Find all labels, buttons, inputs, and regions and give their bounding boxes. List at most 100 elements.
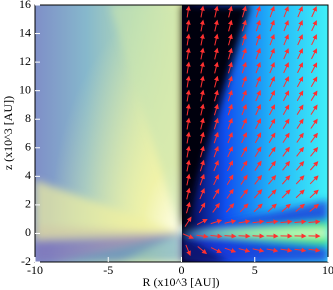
y-tick-label: 2 xyxy=(25,197,31,211)
velocity-arrow xyxy=(266,247,279,253)
velocity-arrow xyxy=(210,233,223,239)
velocity-arrow xyxy=(280,219,293,225)
velocity-arrow xyxy=(239,203,249,213)
velocity-arrow xyxy=(266,219,279,225)
velocity-arrow xyxy=(267,203,277,213)
velocity-arrow xyxy=(281,189,291,199)
y-tick-label: 14 xyxy=(19,25,31,39)
velocity-arrow xyxy=(240,146,248,158)
velocity-arrow xyxy=(185,61,191,74)
y-tick-label: 16 xyxy=(19,0,31,11)
velocity-arrow xyxy=(309,203,320,212)
velocity-arrow xyxy=(210,219,223,225)
velocity-arrow xyxy=(213,33,219,46)
velocity-arrow xyxy=(310,76,318,88)
velocity-arrow xyxy=(255,104,261,116)
velocity-arrow xyxy=(227,103,233,116)
velocity-arrow xyxy=(295,189,305,199)
velocity-arrow xyxy=(185,47,191,60)
velocity-arrow xyxy=(213,103,219,116)
velocity-arrow xyxy=(255,90,261,102)
velocity-arrow xyxy=(255,19,261,32)
velocity-arrow xyxy=(227,75,233,88)
velocity-arrow xyxy=(268,132,276,143)
velocity-arrow xyxy=(269,104,275,116)
velocity-arrow xyxy=(269,47,275,60)
velocity-arrow xyxy=(294,247,307,253)
velocity-arrow xyxy=(213,19,219,32)
velocity-arrow xyxy=(240,160,248,171)
velocity-arrow xyxy=(296,161,305,171)
velocity-arrow xyxy=(213,89,219,102)
y-tick-label: 10 xyxy=(19,82,31,96)
velocity-arrow xyxy=(213,47,219,60)
velocity-arrow xyxy=(213,131,219,144)
velocity-arrow xyxy=(255,33,261,46)
velocity-arrow xyxy=(241,33,247,46)
x-axis-label: R (x10^3 [AU]) xyxy=(143,275,220,289)
velocity-arrow xyxy=(283,48,289,60)
velocity-arrow xyxy=(241,89,247,102)
velocity-arrow xyxy=(283,19,289,32)
velocity-arrow xyxy=(199,75,205,88)
velocity-arrow xyxy=(255,5,261,18)
velocity-arrow xyxy=(185,173,191,186)
velocity-arrow xyxy=(297,48,303,60)
velocity-arrow xyxy=(241,103,247,116)
velocity-arrow xyxy=(185,244,191,257)
velocity-arrow xyxy=(227,19,233,32)
velocity-arrow xyxy=(254,132,262,144)
velocity-arrow xyxy=(213,117,219,130)
velocity-arrow xyxy=(254,160,262,171)
velocity-arrow xyxy=(226,188,234,199)
velocity-arrow xyxy=(199,47,205,60)
y-tick-label: 0 xyxy=(25,225,31,239)
velocity-arrow xyxy=(255,75,261,88)
velocity-arrow xyxy=(199,117,205,130)
velocity-arrow xyxy=(269,33,275,46)
velocity-arrow xyxy=(185,131,191,144)
x-tick-label: -10 xyxy=(27,263,43,277)
velocity-arrow xyxy=(224,247,237,253)
velocity-arrow xyxy=(310,104,318,115)
velocity-arrow xyxy=(311,34,317,46)
velocity-arrow xyxy=(268,118,276,130)
y-axis-label: z (x10^3 [AU]) xyxy=(1,96,15,170)
velocity-arrow xyxy=(185,117,191,130)
velocity-arrow xyxy=(199,131,205,144)
velocity-arrow xyxy=(185,75,191,88)
velocity-arrow xyxy=(198,202,206,214)
x-tick-label: 5 xyxy=(252,263,258,277)
velocity-arrow xyxy=(241,118,247,130)
velocity-arrow xyxy=(212,202,220,213)
velocity-arrow xyxy=(199,103,205,116)
velocity-arrow xyxy=(294,219,307,225)
velocity-arrow xyxy=(310,132,318,143)
velocity-arrow xyxy=(268,146,276,157)
velocity-arrow xyxy=(185,103,191,116)
velocity-arrow xyxy=(185,159,191,172)
velocity-arrow xyxy=(241,132,247,144)
x-tick-label: 10 xyxy=(322,263,333,277)
velocity-arrow xyxy=(282,118,290,129)
velocity-arrow xyxy=(199,33,205,46)
velocity-arrow xyxy=(238,219,251,225)
y-tick-label: 12 xyxy=(19,54,31,68)
velocity-arrow xyxy=(199,19,205,32)
velocity-arrow xyxy=(283,5,289,18)
velocity-arrow xyxy=(227,61,233,74)
velocity-arrow xyxy=(227,117,233,130)
velocity-arrow xyxy=(185,89,191,102)
velocity-arrow xyxy=(310,62,318,74)
velocity-arrow xyxy=(213,5,219,18)
velocity-arrow xyxy=(182,233,194,239)
velocity-arrow xyxy=(255,47,261,60)
velocity-arrow xyxy=(295,203,305,212)
velocity-arrow xyxy=(309,189,319,199)
velocity-arrow xyxy=(268,160,276,171)
velocity-arrow xyxy=(225,203,235,213)
velocity-arrow xyxy=(282,104,290,116)
velocity-arrow xyxy=(311,6,317,18)
velocity-arrow xyxy=(283,34,289,46)
velocity-arrow xyxy=(297,20,303,32)
